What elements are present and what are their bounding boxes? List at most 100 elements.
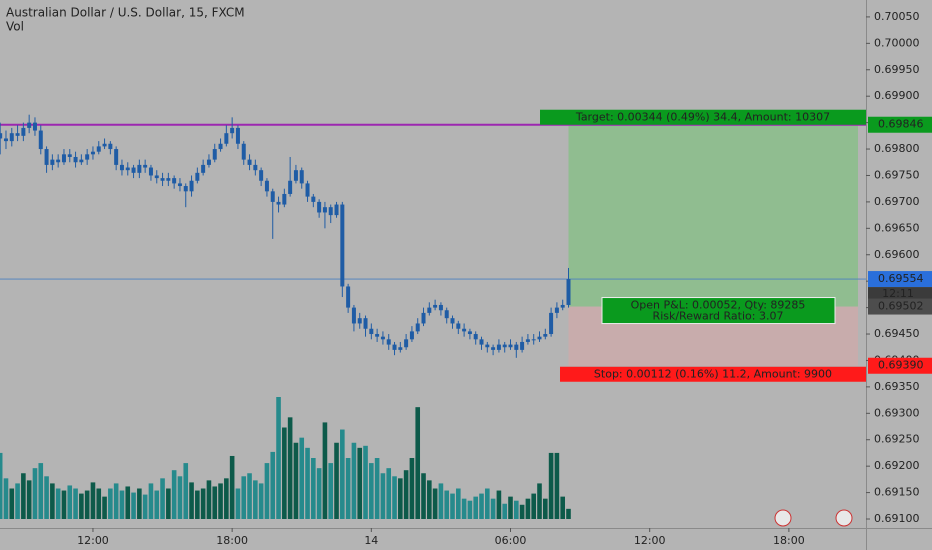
volume-bar — [171, 470, 177, 519]
volume-bar — [311, 458, 316, 519]
y-tick-label: 0.69250 — [874, 433, 920, 446]
candle-body — [102, 143, 107, 147]
volume-bar — [229, 455, 235, 519]
volume-bar — [374, 458, 380, 519]
stop-label: Stop: 0.00112 (0.16%) 11.2, Amount: 9900 — [594, 368, 832, 381]
volume-bar — [479, 493, 484, 519]
candle-body — [235, 127, 240, 144]
volume-bar — [363, 445, 368, 519]
candle-body — [131, 167, 136, 173]
volume-bar — [490, 498, 496, 519]
volume-bar — [421, 473, 426, 519]
volume-bar — [206, 480, 212, 519]
candle-body — [549, 312, 554, 335]
candle-body — [119, 164, 124, 171]
volume-bar — [142, 494, 148, 519]
candle-body — [218, 143, 223, 150]
volume-bar — [90, 482, 96, 519]
volume-bar — [345, 458, 351, 519]
candle-body — [479, 339, 484, 345]
price-tag-label: 0.69390 — [878, 359, 924, 372]
candle-body — [496, 344, 501, 350]
candle-body — [380, 336, 385, 340]
candle-body — [27, 122, 32, 128]
x-tick-label: 06:00 — [495, 534, 527, 547]
volume-bar — [485, 488, 490, 519]
volume-bar — [67, 485, 73, 519]
volume-bar — [537, 483, 542, 519]
plot: 0.700500.700000.699500.699000.698500.698… — [0, 10, 932, 547]
volume-bar — [316, 468, 322, 519]
volume-bar — [554, 452, 560, 519]
candle-body — [172, 178, 177, 184]
volume-bar — [166, 488, 171, 519]
volume-bar — [9, 488, 15, 519]
volume-bar — [357, 447, 363, 519]
candle-body — [276, 201, 281, 205]
volume-bar — [287, 417, 293, 519]
candle-body — [404, 339, 409, 348]
candle-body — [32, 122, 37, 131]
countdown-tag — [868, 287, 932, 302]
stop-label-box — [560, 366, 866, 382]
candle-body — [56, 159, 61, 163]
candle-body — [566, 279, 571, 305]
event-flag[interactable] — [835, 509, 853, 527]
volume-bar — [403, 470, 409, 519]
candle-body — [50, 159, 55, 165]
volume-bar — [113, 483, 119, 519]
volume-bar — [398, 478, 403, 519]
volume-bar — [415, 407, 421, 519]
candle-body — [456, 323, 461, 329]
volume-bar — [154, 490, 160, 519]
volume-bar — [369, 463, 374, 519]
volume-bar — [264, 463, 270, 519]
volume-bar — [235, 488, 241, 519]
volume-bar — [125, 486, 131, 519]
candle-body — [195, 172, 200, 181]
candle-body — [537, 336, 542, 340]
volume-bar — [258, 483, 264, 519]
candle-body — [0, 133, 3, 139]
volume-bar — [32, 468, 38, 519]
event-flag[interactable] — [774, 509, 792, 527]
volume-bar — [108, 488, 113, 519]
pnl-label: Open P&L: 0.00052, Qty: 89285 — [631, 299, 806, 312]
candle-body — [491, 347, 496, 350]
target-label: Target: 0.00344 (0.49%) 34.4, Amount: 10… — [575, 111, 830, 124]
x-tick-label: 14 — [364, 534, 378, 547]
volume-bar — [456, 488, 461, 519]
volume-bar — [15, 483, 20, 519]
candle-body — [90, 151, 95, 155]
candle-body — [79, 159, 84, 163]
candle-body — [450, 318, 455, 324]
candle-body — [543, 334, 548, 337]
price-tag — [868, 271, 932, 288]
candle-body — [462, 328, 467, 332]
candle-body — [282, 193, 287, 205]
y-tick-label: 0.69100 — [874, 512, 920, 525]
volume-bar — [450, 493, 455, 519]
volume-bar — [496, 490, 502, 519]
volume-bar — [200, 488, 206, 519]
volume-bar — [444, 490, 450, 519]
volume-bar — [531, 493, 537, 519]
candle-body — [96, 146, 101, 152]
pnl-label-box — [601, 297, 836, 325]
y-tick-label: 0.69750 — [874, 168, 920, 181]
candle-body — [415, 323, 420, 332]
y-tick-label: 0.69350 — [874, 380, 920, 393]
volume-bar — [380, 473, 386, 519]
volume-bar — [467, 500, 473, 519]
volume-bar — [334, 442, 339, 519]
candle-body — [21, 127, 26, 136]
volume-bar — [409, 458, 415, 519]
volume-bar — [566, 508, 571, 519]
candle-body — [212, 149, 217, 160]
y-tick-label: 0.69300 — [874, 406, 920, 419]
volume-bar — [508, 496, 513, 519]
rr-label: Risk/Reward Ratio: 3.07 — [653, 310, 784, 323]
volume-bar — [473, 496, 479, 519]
candle-body — [247, 159, 252, 165]
volume-bar — [177, 476, 183, 519]
